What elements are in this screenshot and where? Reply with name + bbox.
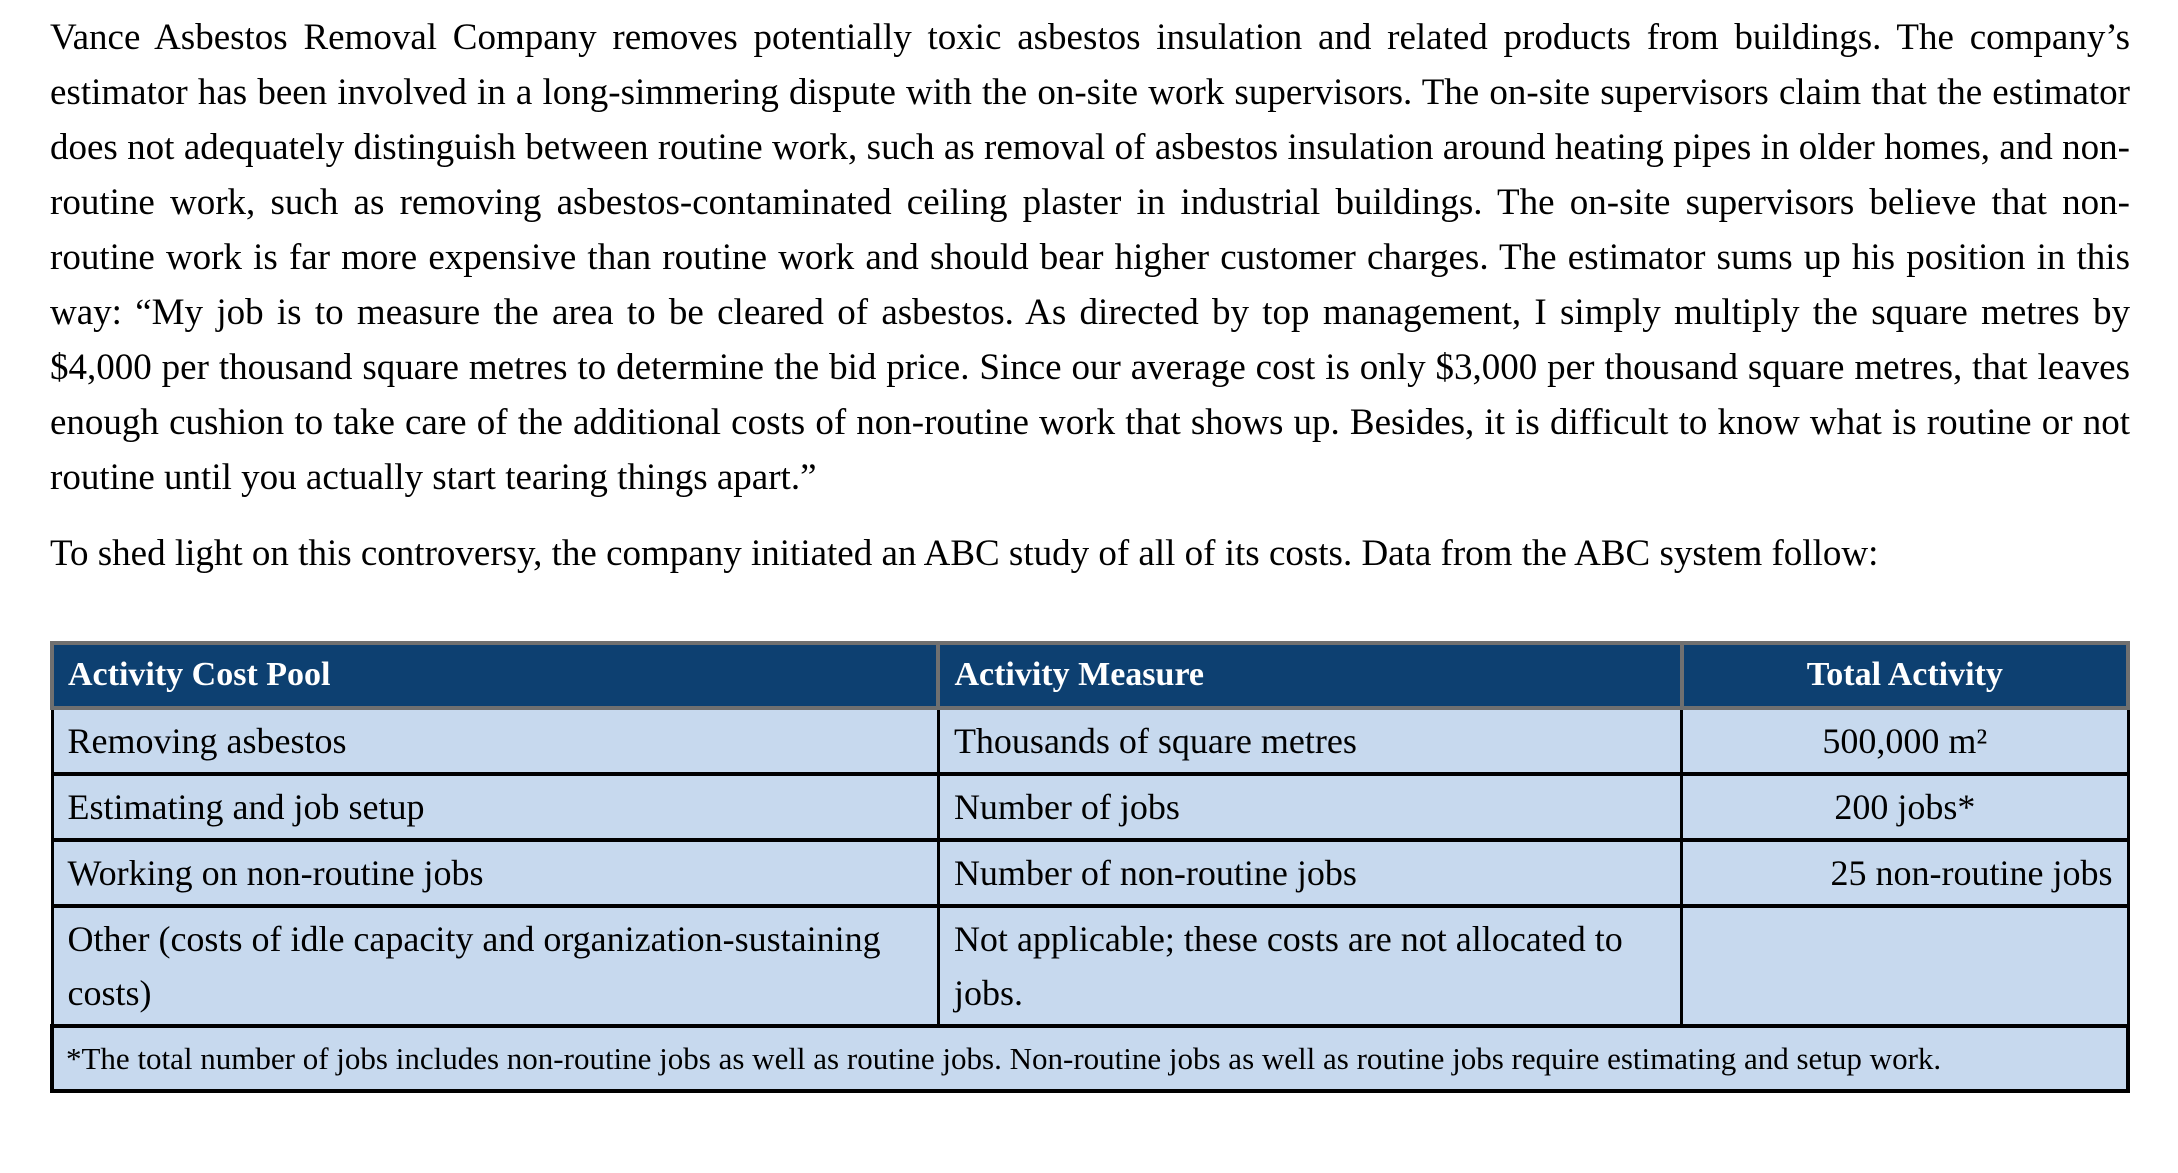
table-header-row: Activity Cost Pool Activity Measure Tota… xyxy=(49,641,2131,710)
cell-activity-measure: Thousands of square metres xyxy=(936,705,1684,776)
cell-total-activity: 200 jobs* xyxy=(1680,771,2130,842)
cell-activity-measure: Number of non-routine jobs xyxy=(936,837,1684,908)
cell-activity-cost-pool: Other (costs of idle capacity and organi… xyxy=(50,903,940,1028)
cell-activity-measure: Not applicable; these costs are not allo… xyxy=(936,903,1684,1028)
header-activity-measure: Activity Measure xyxy=(936,641,1684,710)
table-row-removing-asbestos: Removing asbestos Thousands of square me… xyxy=(50,705,2130,776)
table-footnote: *The total number of jobs includes non-r… xyxy=(50,1023,2130,1094)
cell-activity-cost-pool: Working on non-routine jobs xyxy=(50,837,940,908)
header-total-activity: Total Activity xyxy=(1679,641,2131,710)
cell-total-activity: 25 non-routine jobs xyxy=(1680,837,2130,908)
cell-total-activity: 500,000 m² xyxy=(1680,705,2130,776)
cell-activity-cost-pool: Removing asbestos xyxy=(50,705,940,776)
header-activity-cost-pool: Activity Cost Pool xyxy=(49,641,941,710)
table-row-other-costs: Other (costs of idle capacity and organi… xyxy=(50,903,2130,1028)
abc-activity-table: Activity Cost Pool Activity Measure Tota… xyxy=(49,641,2131,1094)
cell-activity-measure: Number of jobs xyxy=(936,771,1684,842)
table-footnote-row: *The total number of jobs includes non-r… xyxy=(50,1023,2130,1094)
paragraph-abc-study-intro: To shed light on this controversy, the c… xyxy=(50,533,1879,574)
cell-activity-cost-pool: Estimating and job setup xyxy=(50,771,940,842)
table-row-non-routine-jobs: Working on non-routine jobs Number of no… xyxy=(50,837,2130,908)
cell-total-activity xyxy=(1680,903,2130,1028)
paragraph-company-background: Vance Asbestos Removal Company removes p… xyxy=(50,17,2130,498)
table-row-estimating-setup: Estimating and job setup Number of jobs … xyxy=(50,771,2130,842)
